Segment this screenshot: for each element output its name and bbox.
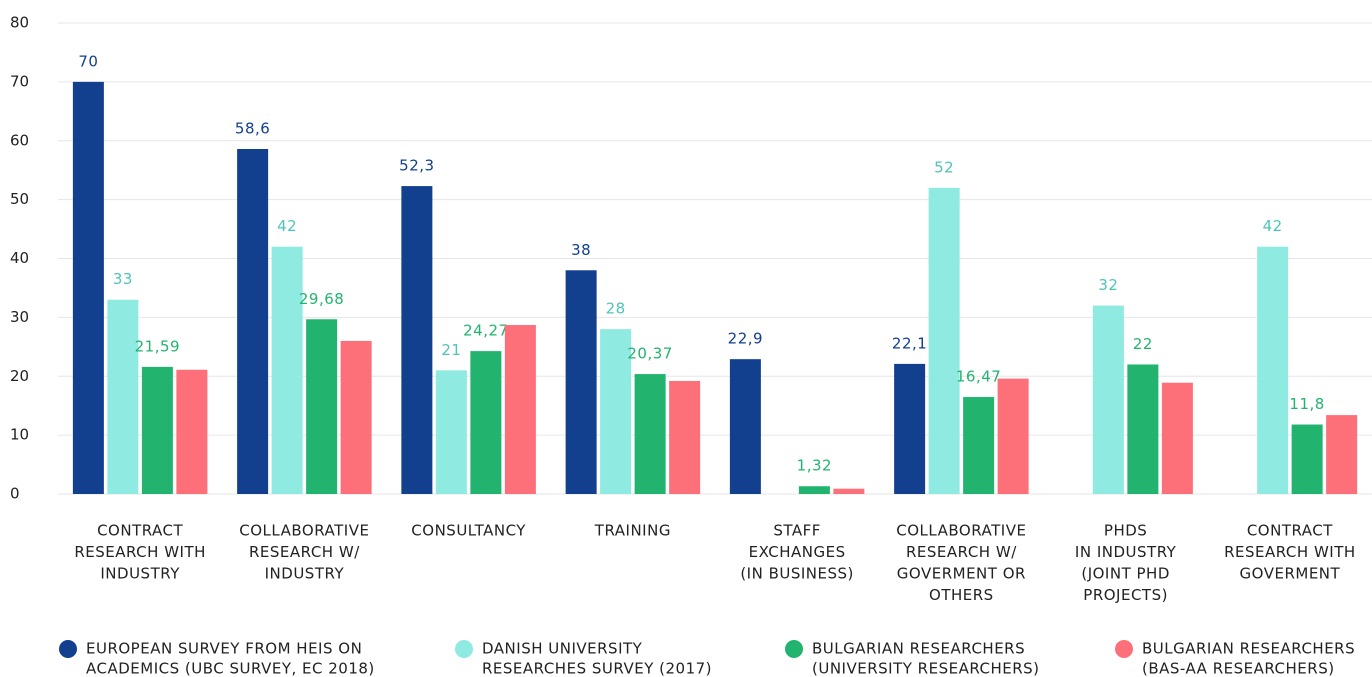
data-label: 21: [441, 341, 461, 359]
data-label: 58,6: [235, 119, 270, 137]
bar: [1257, 246, 1289, 494]
bar: [107, 299, 139, 494]
data-label: 22,1: [892, 334, 927, 352]
bar: [894, 363, 926, 494]
legend-marker: [59, 640, 77, 658]
data-label: 22,9: [728, 330, 763, 348]
x-tick-label: CONSULTANCY: [411, 522, 526, 540]
x-tick-label: STAFF: [773, 522, 821, 540]
legend-label: (UNIVERSITY RESEARCHERS): [812, 660, 1040, 677]
y-tick-label: 10: [10, 426, 29, 444]
data-label: 52,3: [399, 157, 434, 175]
legend-marker: [455, 640, 473, 658]
legend-label: (BAS-AA RESEARCHERS): [1142, 660, 1335, 677]
data-label: 42: [277, 217, 297, 235]
x-tick-label: CONTRACT: [97, 522, 183, 540]
bar: [1127, 364, 1159, 494]
bar: [1092, 305, 1124, 494]
x-tick-label: GOVERMENT: [1240, 565, 1341, 583]
data-label: 52: [934, 158, 954, 176]
data-label: 11,8: [1289, 395, 1324, 413]
data-label: 28: [606, 300, 626, 318]
x-tick-label: PHDS: [1104, 522, 1147, 540]
bar: [401, 186, 433, 495]
x-tick-label: RESEARCH W/: [906, 543, 1017, 561]
data-label: 38: [571, 241, 591, 259]
legend-label: DANISH UNIVERSITY: [482, 640, 643, 658]
bar: [963, 397, 995, 494]
legend-marker: [1115, 640, 1133, 658]
data-label: 29,68: [299, 290, 344, 308]
bar: [271, 246, 303, 494]
legend-label: RESEARCHES SURVEY (2017): [482, 660, 712, 677]
data-label: 70: [78, 52, 98, 70]
x-tick-label: RESEARCH WITH: [1224, 543, 1356, 561]
bar: [72, 81, 104, 494]
y-tick-label: 0: [10, 485, 20, 503]
x-tick-label: RESEARCH W/: [249, 543, 360, 561]
legend-label: ACADEMICS (UBC SURVEY, EC 2018): [86, 660, 375, 677]
bar: [237, 148, 269, 494]
y-tick-label: 40: [10, 249, 29, 267]
y-tick-label: 30: [10, 308, 29, 326]
legend-label: EUROPEAN SURVEY FROM HEIS ON: [86, 640, 362, 658]
data-label: 20,37: [627, 345, 672, 363]
bar: [600, 329, 632, 494]
data-label: 16,47: [956, 368, 1001, 386]
bar: [833, 488, 865, 494]
y-tick-label: 70: [10, 72, 29, 90]
y-tick-label: 60: [10, 131, 29, 149]
bar: [928, 187, 960, 494]
bar: [634, 374, 666, 494]
bar: [997, 378, 1029, 494]
bar: [306, 319, 338, 494]
legend-label: BULGARIAN RESEARCHERS: [812, 640, 1025, 658]
bar: [340, 340, 372, 494]
bar: [669, 380, 701, 494]
y-tick-label: 80: [10, 14, 29, 32]
x-tick-label: PROJECTS): [1083, 586, 1168, 604]
x-tick-label: TRAINING: [594, 522, 671, 540]
x-tick-label: (JOINT PHD: [1081, 565, 1170, 583]
x-tick-label: EXCHANGES: [749, 543, 846, 561]
data-label: 1,32: [797, 457, 832, 475]
data-label: 22: [1133, 335, 1153, 353]
x-tick-label: COLLABORATIVE: [239, 522, 369, 540]
y-tick-label: 20: [10, 367, 29, 385]
data-label: 24,27: [463, 322, 508, 340]
x-tick-label: IN INDUSTRY: [1075, 543, 1177, 561]
x-tick-label: CONTRACT: [1247, 522, 1333, 540]
legend-marker: [785, 640, 803, 658]
x-tick-label: RESEARCH WITH: [74, 543, 206, 561]
bar: [504, 325, 536, 494]
bar: [1161, 382, 1193, 494]
y-tick-label: 50: [10, 190, 29, 208]
bar: [729, 359, 761, 494]
x-tick-label: INDUSTRY: [265, 565, 345, 583]
bar: [798, 486, 830, 494]
x-tick-label: INDUSTRY: [100, 565, 180, 583]
data-label: 32: [1098, 276, 1118, 294]
bar: [176, 369, 208, 494]
x-tick-label: COLLABORATIVE: [896, 522, 1026, 540]
bar: [470, 351, 502, 494]
bar: [1291, 424, 1323, 494]
data-label: 42: [1263, 217, 1283, 235]
bar: [1326, 415, 1358, 494]
bar: [435, 370, 467, 494]
data-label: 21,59: [135, 337, 180, 355]
x-tick-label: (IN BUSINESS): [740, 565, 854, 583]
bar: [565, 270, 597, 494]
bar: [141, 366, 173, 494]
data-label: 33: [113, 270, 133, 288]
x-tick-label: OTHERS: [929, 586, 994, 604]
x-tick-label: GOVERMENT OR: [897, 565, 1026, 583]
legend-label: BULGARIAN RESEARCHERS: [1142, 640, 1355, 658]
